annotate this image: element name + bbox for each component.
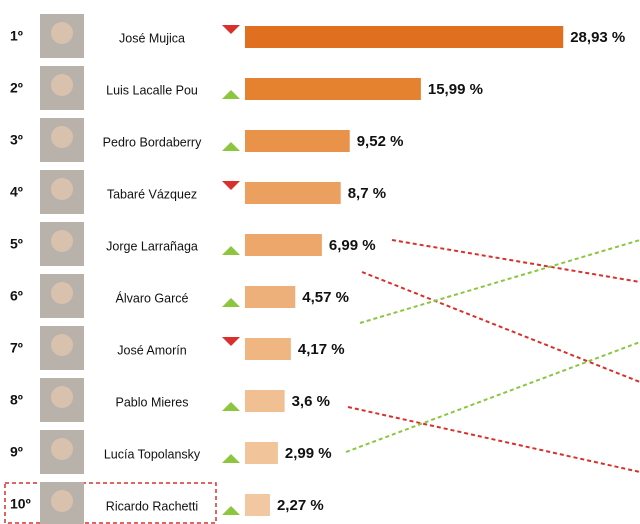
trend-arrow [222,181,240,190]
candidate-name: José Amorín [117,343,187,357]
connector-lines [345,239,640,473]
photo-face [51,74,73,96]
connector [359,239,640,324]
connector [361,271,640,383]
trend-arrow [222,90,240,99]
trend-arrow [222,337,240,346]
candidate-name: Lucía Topolansky [104,447,201,461]
rank: 4º [10,184,23,200]
bar [245,286,296,308]
bar [245,26,564,48]
value-label: 9,52 % [357,133,404,150]
value-label: 4,17 % [298,341,345,358]
rank: 3º [10,132,23,148]
trend-arrow [222,454,240,463]
trend-arrow [222,246,240,255]
connector [345,341,640,453]
bar [245,442,278,464]
bar [245,338,291,360]
value-label: 3,6 % [292,393,330,410]
photo-face [51,126,73,148]
bar [245,78,421,100]
connector [391,239,640,283]
value-label: 8,7 % [348,185,386,202]
value-label: 15,99 % [428,81,483,98]
connector [347,406,640,473]
candidate-name: José Mujica [119,31,185,45]
bar [245,234,322,256]
bar [245,390,285,412]
photo-face [51,282,73,304]
rank: 1º [10,28,23,44]
candidate-name: Tabaré Vázquez [107,187,197,201]
candidate-name: Álvaro Garcé [116,290,189,305]
rank: 10º [10,496,31,512]
bar [245,494,270,516]
bar [245,182,341,204]
photo-face [51,230,73,252]
photo-face [51,438,73,460]
highlight-box [4,482,217,524]
bar [245,130,350,152]
candidate-name: Jorge Larrañaga [106,239,198,253]
trend-arrow [222,298,240,307]
value-label: 6,99 % [329,237,376,254]
value-label: 2,27 % [277,497,324,514]
photo-face [51,178,73,200]
trend-arrow [222,402,240,411]
trend-arrow [222,25,240,34]
photo-face [51,22,73,44]
trend-arrow [222,142,240,151]
candidate-name: Pablo Mieres [116,395,189,409]
photo-face [51,386,73,408]
candidate-name: Ricardo Rachetti [106,499,198,513]
rank: 9º [10,444,23,460]
value-label: 4,57 % [302,289,349,306]
rank: 7º [10,340,23,356]
value-label: 2,99 % [285,445,332,462]
value-label: 28,93 % [570,29,625,46]
photo-face [51,490,73,512]
rank: 6º [10,288,23,304]
candidate-name: Pedro Bordaberry [103,135,202,149]
candidate-name: Luis Lacalle Pou [106,83,198,97]
rank: 8º [10,392,23,408]
rank: 5º [10,236,23,252]
photo-face [51,334,73,356]
trend-arrow [222,506,240,515]
rank: 2º [10,80,23,96]
